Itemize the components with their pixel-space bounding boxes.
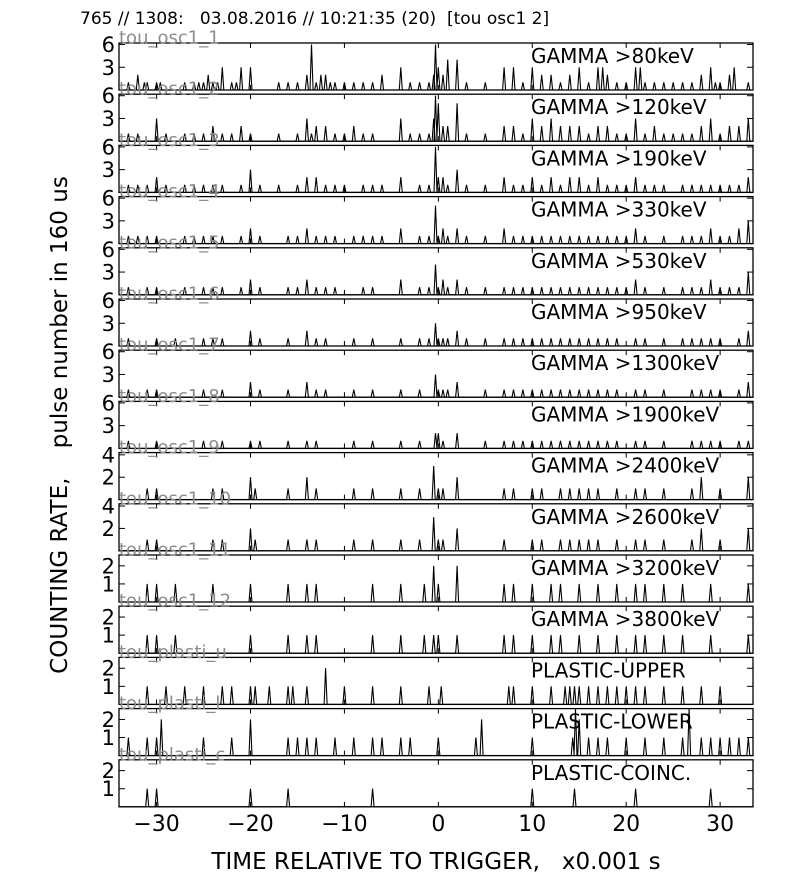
- panel-title: GAMMA >530keV: [531, 249, 707, 273]
- y-tick-label: 2: [102, 517, 115, 541]
- channel-tag: tou_osc1_10: [119, 488, 231, 509]
- y-tick-label: 6: [102, 187, 115, 211]
- channel-tag: tou_osc1_4: [119, 181, 220, 202]
- y-tick-label: 3: [102, 158, 115, 182]
- channel-tag: tou_osc1_1: [119, 28, 220, 49]
- panel-title: GAMMA >80keV: [531, 44, 694, 68]
- channel-tag: tou_plasti_u: [119, 642, 227, 663]
- y-tick-label: 2: [102, 657, 115, 681]
- series-line: [119, 789, 753, 807]
- y-tick-label: 6: [102, 391, 115, 415]
- channel-tag: tou_osc1_3: [119, 130, 220, 151]
- x-tick-label: 10: [518, 812, 546, 837]
- y-tick-label: 3: [102, 209, 115, 233]
- panel-title: GAMMA >1900keV: [531, 402, 720, 426]
- channel-tag: tou_osc1_11: [119, 540, 231, 561]
- y-tick-label: 3: [102, 261, 115, 285]
- channel-tag: tou_osc1_2: [119, 79, 220, 100]
- panel-title: PLASTIC-LOWER: [531, 710, 693, 734]
- channel-tag: tou_osc1_9: [119, 437, 220, 458]
- y-tick-label: 2: [102, 759, 115, 783]
- panel-title: PLASTIC-UPPER: [531, 658, 686, 682]
- x-tick-label: −10: [321, 812, 367, 837]
- panel-title: GAMMA >1300keV: [531, 351, 720, 375]
- x-tick-label: −20: [227, 812, 273, 837]
- y-tick-label: 3: [102, 312, 115, 336]
- channel-tag: tou_osc1_8: [119, 386, 220, 407]
- channel-tag: tou_osc1_6: [119, 284, 220, 305]
- panel-title: GAMMA >120keV: [531, 95, 707, 119]
- panel-title: PLASTIC-COINC.: [531, 761, 691, 785]
- x-tick-label: −30: [133, 812, 179, 837]
- y-tick-label: 3: [102, 414, 115, 438]
- y-tick-label: 6: [102, 84, 115, 108]
- panel-title: GAMMA >2600keV: [531, 505, 720, 529]
- y-tick-label: 6: [102, 238, 115, 262]
- channel-tag: tou_osc1_5: [119, 232, 220, 253]
- x-tick-label: 20: [612, 812, 640, 837]
- x-tick-label: 30: [706, 812, 734, 837]
- y-tick-label: 2: [102, 554, 115, 578]
- y-tick-label: 6: [102, 340, 115, 364]
- channel-tag: tou_plasti_l: [119, 693, 220, 714]
- y-tick-label: 2: [102, 708, 115, 732]
- y-tick-label: 6: [102, 33, 115, 57]
- panel-title: GAMMA >950keV: [531, 300, 707, 324]
- panel-title: GAMMA >2400keV: [531, 454, 720, 478]
- panel-title: GAMMA >3800keV: [531, 607, 720, 631]
- y-tick-label: 3: [102, 107, 115, 131]
- channel-tag: tou_osc1_12: [119, 591, 231, 612]
- y-tick-label: 2: [102, 466, 115, 490]
- x-tick-label: 0: [431, 812, 445, 837]
- y-tick-label: 3: [102, 56, 115, 80]
- y-tick-label: 2: [102, 606, 115, 630]
- y-tick-label: 3: [102, 363, 115, 387]
- panel-title: GAMMA >3200keV: [531, 556, 720, 580]
- y-tick-label: 6: [102, 289, 115, 313]
- y-tick-label: 4: [102, 443, 115, 467]
- y-tick-label: 6: [102, 135, 115, 159]
- channel-tag: tou_plasti_c: [119, 744, 225, 765]
- panel-title: GAMMA >330keV: [531, 198, 707, 222]
- panel-title: GAMMA >190keV: [531, 146, 707, 170]
- channel-tag: tou_osc1_7: [119, 335, 220, 356]
- y-tick-label: 4: [102, 495, 115, 519]
